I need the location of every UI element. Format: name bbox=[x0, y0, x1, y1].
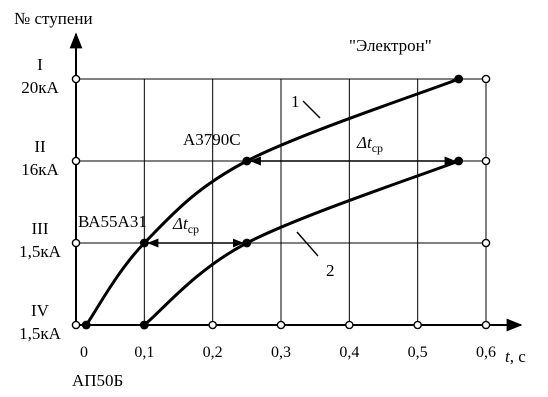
curve-1-point bbox=[242, 156, 252, 166]
grid-node-marker bbox=[276, 320, 286, 330]
x-tick-label: 0 bbox=[80, 344, 88, 361]
delta-t-symbol: Δt bbox=[172, 214, 189, 233]
label-electron: "Электрон" bbox=[349, 36, 432, 55]
level-labels: IV 1,5кА III 1,5кА II 16кА I 20кА bbox=[19, 55, 62, 343]
x-axis-unit: , с bbox=[510, 347, 527, 366]
grid-node-marker bbox=[71, 74, 81, 84]
delta-arrows bbox=[147, 100, 456, 257]
curves bbox=[84, 77, 461, 327]
delta-t-lower-label: Δtср bbox=[172, 214, 199, 236]
level-current: 20кА bbox=[21, 78, 59, 97]
curve-2-point bbox=[454, 156, 464, 166]
grid-node-marker bbox=[413, 320, 422, 330]
grid-node-marker bbox=[481, 156, 491, 166]
grid-node-marker bbox=[345, 320, 354, 330]
x-axis-title: t, с bbox=[505, 347, 526, 366]
grid-node-marker bbox=[481, 74, 491, 84]
curve-1 bbox=[84, 77, 461, 327]
label-va55a31: ВА55А31 bbox=[78, 212, 147, 231]
curve-1-point bbox=[139, 238, 149, 248]
level-current: 16кА bbox=[21, 160, 59, 179]
delta-t-sub: ср bbox=[372, 141, 383, 155]
x-tick-label: 0,4 bbox=[339, 344, 359, 361]
level-numeral: III bbox=[32, 219, 49, 238]
curve-1-point bbox=[81, 320, 91, 330]
curve-1-label: 1 bbox=[291, 92, 300, 111]
curve-2-label: 2 bbox=[326, 261, 335, 280]
axes bbox=[69, 32, 523, 332]
level-current: 1,5кА bbox=[19, 242, 62, 261]
origin-marker bbox=[71, 320, 81, 330]
grid-node-marker bbox=[481, 320, 491, 330]
x-tick-label: 0,5 bbox=[408, 344, 428, 361]
level-current: 1,5кА bbox=[19, 324, 62, 343]
x-tick-label: 0,3 bbox=[271, 344, 291, 361]
x-axis-symbol: t bbox=[505, 347, 511, 366]
grid-node-marker bbox=[208, 320, 217, 330]
curve-1-point bbox=[454, 74, 464, 84]
label-a3790c: А3790С bbox=[183, 130, 241, 149]
level-numeral: IV bbox=[31, 301, 50, 320]
curve-2 bbox=[142, 159, 461, 327]
delta-t-sub: ср bbox=[188, 222, 199, 236]
y-axis-title: № ступени bbox=[14, 9, 93, 28]
curve-2-point bbox=[139, 320, 149, 330]
curve-2-point bbox=[242, 238, 252, 248]
level-numeral: II bbox=[34, 137, 46, 156]
curve-2-leader bbox=[296, 231, 319, 257]
curve-1-leader bbox=[302, 100, 321, 119]
label-ap50b: АП50Б bbox=[72, 371, 123, 390]
x-tick-label: 0,6 bbox=[476, 344, 496, 361]
points bbox=[71, 74, 491, 330]
x-tick-label: 0,1 bbox=[134, 344, 154, 361]
grid-node-marker bbox=[481, 238, 491, 248]
x-tick-label: 0,2 bbox=[203, 344, 223, 361]
grid-node-marker bbox=[71, 156, 81, 166]
grid bbox=[76, 78, 487, 325]
delta-t-symbol: Δt bbox=[356, 133, 373, 152]
grid-node-marker bbox=[71, 238, 81, 248]
x-tick-labels: 0 0,1 0,2 0,3 0,4 0,5 0,6 bbox=[80, 344, 496, 361]
delta-t-upper-label: Δtср bbox=[356, 133, 383, 155]
level-numeral: I bbox=[37, 55, 43, 74]
